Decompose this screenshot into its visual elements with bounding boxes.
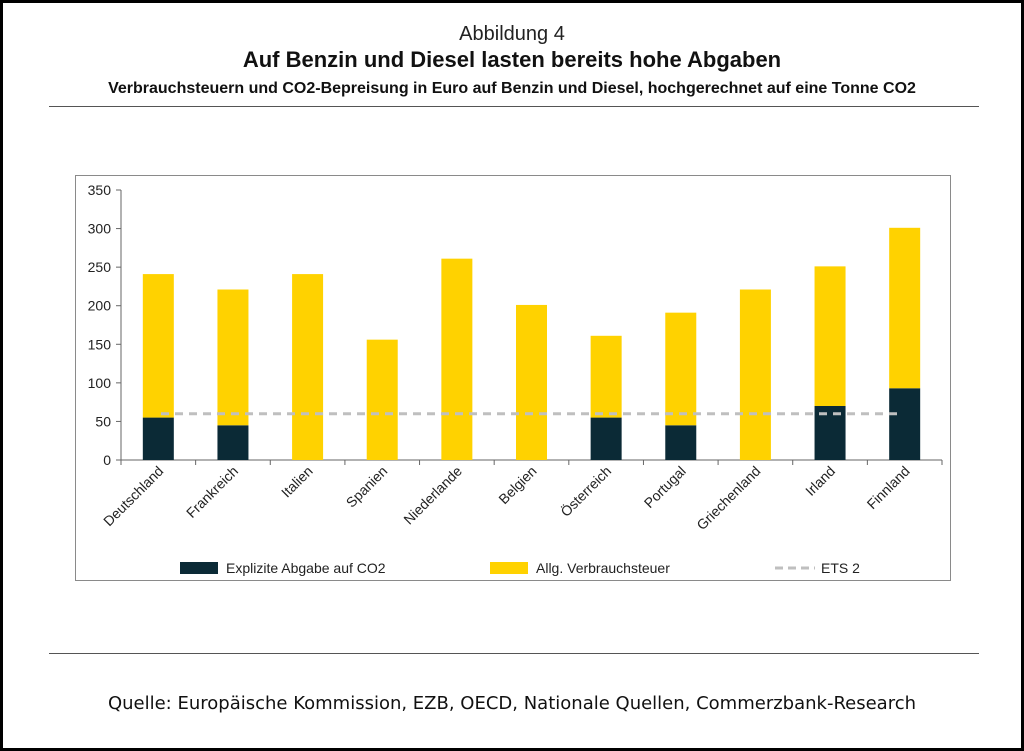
bar-co2-levy xyxy=(590,417,622,460)
x-tick-label: Spanien xyxy=(343,463,391,511)
y-tick-label: 200 xyxy=(88,298,112,314)
y-tick-label: 0 xyxy=(103,452,111,468)
legend-label: Allg. Verbrauchsteuer xyxy=(536,560,670,576)
x-tick-label: Österreich xyxy=(557,462,615,520)
bottom-divider xyxy=(49,653,979,654)
x-tick-label: Irland xyxy=(802,463,838,499)
source-note: Quelle: Europäische Kommission, EZB, OEC… xyxy=(107,693,917,714)
bar-excise-tax xyxy=(889,227,921,389)
bar-excise-tax xyxy=(739,289,771,460)
bar-excise-tax xyxy=(590,335,622,418)
bar-excise-tax xyxy=(814,266,846,406)
chart-subtitle: Verbrauchsteuern und CO2-Bepreisung in E… xyxy=(108,80,916,97)
x-tick-label: Deutschland xyxy=(100,463,166,529)
x-tick-label: Italien xyxy=(278,463,316,501)
bar-excise-tax xyxy=(366,339,398,460)
chart-title: Auf Benzin und Diesel lasten bereits hoh… xyxy=(242,47,782,72)
bar-co2-levy xyxy=(889,388,921,460)
y-tick-label: 50 xyxy=(95,413,111,429)
x-tick-label: Griechenland xyxy=(693,463,763,533)
bar-chart: 0 50 100 150 200 250 300 350 Deutschland Frankrei… xyxy=(88,182,943,576)
legend-label: Explizite Abgabe auf CO2 xyxy=(226,560,386,576)
y-tick-label: 300 xyxy=(88,221,112,237)
x-tick-label: Finnland xyxy=(864,463,913,512)
x-tick-label: Belgien xyxy=(495,463,539,507)
x-tick-label: Niederlande xyxy=(400,463,465,528)
top-divider xyxy=(49,106,979,107)
y-tick-label: 150 xyxy=(88,336,112,352)
bar-co2-levy xyxy=(217,425,249,460)
legend-label: ETS 2 xyxy=(821,560,860,576)
bar-co2-levy xyxy=(665,425,697,460)
bar-excise-tax xyxy=(516,304,547,460)
legend-swatch xyxy=(490,562,528,574)
y-tick-label: 250 xyxy=(88,259,112,275)
x-tick-label: Frankreich xyxy=(183,463,241,521)
bar-excise-tax xyxy=(142,274,174,418)
y-tick-label: 350 xyxy=(88,182,112,198)
bar-excise-tax xyxy=(292,274,324,460)
bar-excise-tax xyxy=(441,258,473,460)
x-tick-label: Portugal xyxy=(641,463,689,511)
y-tick-label: 100 xyxy=(88,375,112,391)
legend-swatch xyxy=(180,562,218,574)
bar-excise-tax xyxy=(665,312,697,426)
figure-label: Abbildung 4 xyxy=(459,23,565,45)
bar-co2-levy xyxy=(142,417,174,460)
bar-excise-tax xyxy=(217,289,249,426)
